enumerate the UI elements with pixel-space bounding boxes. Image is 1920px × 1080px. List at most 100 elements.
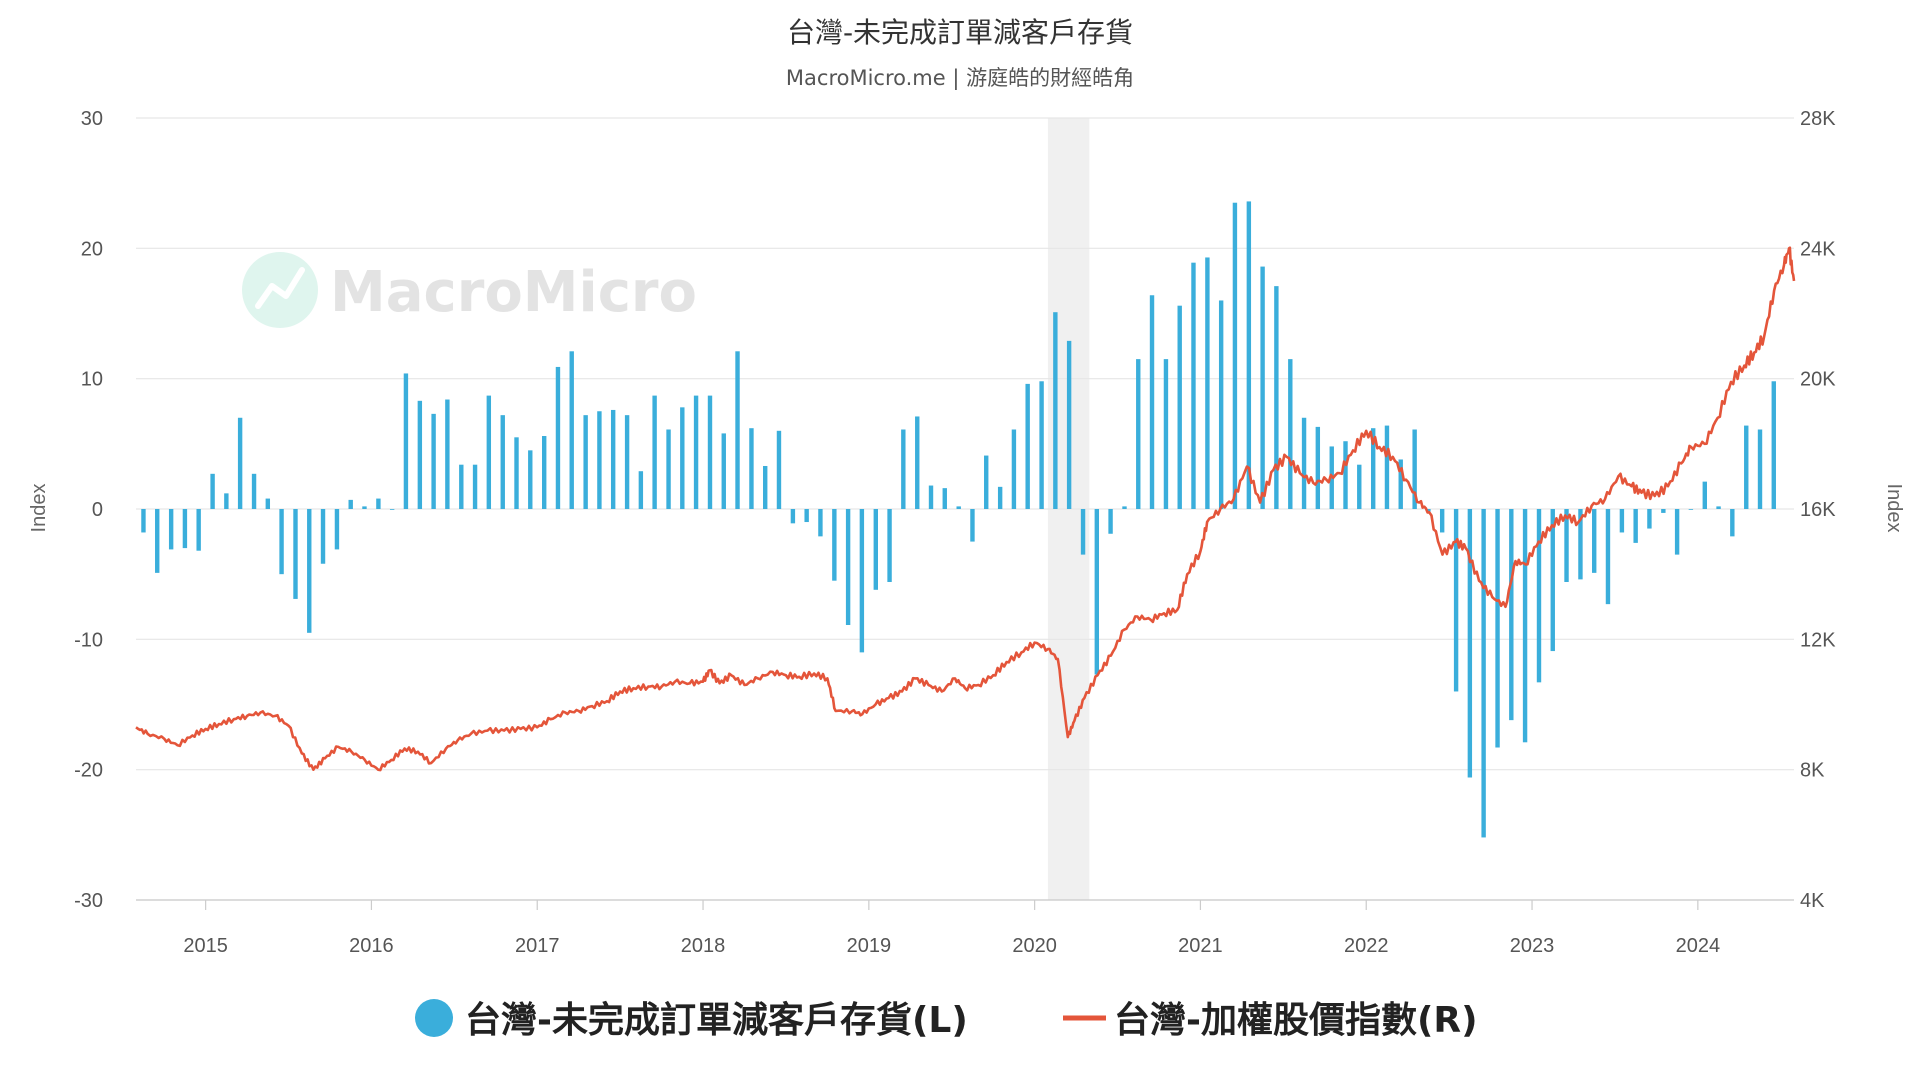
- bar[interactable]: [1163, 359, 1169, 509]
- bar[interactable]: [707, 395, 713, 509]
- bar[interactable]: [956, 506, 961, 509]
- bar[interactable]: [1108, 509, 1113, 534]
- bar[interactable]: [555, 366, 561, 509]
- bar[interactable]: [1246, 201, 1252, 509]
- bar[interactable]: [1771, 381, 1776, 509]
- bar[interactable]: [1730, 509, 1735, 537]
- bar[interactable]: [859, 509, 865, 653]
- bar[interactable]: [638, 471, 644, 509]
- bar[interactable]: [210, 473, 215, 509]
- bar[interactable]: [901, 429, 906, 509]
- bar[interactable]: [928, 485, 934, 509]
- bar[interactable]: [776, 430, 782, 509]
- bar[interactable]: [1343, 441, 1348, 509]
- bar[interactable]: [293, 509, 298, 599]
- bar[interactable]: [735, 351, 740, 509]
- bar[interactable]: [1122, 506, 1127, 509]
- bar[interactable]: [1315, 426, 1321, 509]
- bar[interactable]: [1357, 464, 1362, 509]
- bar[interactable]: [1260, 266, 1265, 509]
- bar[interactable]: [1136, 359, 1141, 509]
- bar[interactable]: [486, 395, 492, 509]
- bar[interactable]: [1495, 509, 1500, 748]
- bar[interactable]: [1467, 509, 1473, 778]
- bar[interactable]: [1011, 429, 1017, 509]
- bar[interactable]: [417, 400, 423, 509]
- bar[interactable]: [569, 351, 574, 509]
- bar[interactable]: [1744, 425, 1749, 509]
- bar[interactable]: [403, 373, 409, 509]
- bar[interactable]: [1094, 509, 1100, 675]
- bar[interactable]: [970, 509, 975, 542]
- bar[interactable]: [1647, 509, 1652, 529]
- bar[interactable]: [348, 499, 353, 509]
- bar[interactable]: [307, 509, 312, 633]
- bar[interactable]: [1509, 509, 1514, 721]
- bar[interactable]: [334, 509, 340, 550]
- bar[interactable]: [431, 413, 436, 509]
- bar[interactable]: [693, 395, 699, 509]
- bar[interactable]: [1633, 509, 1638, 543]
- bar[interactable]: [1205, 257, 1210, 509]
- bar[interactable]: [984, 455, 989, 509]
- bar[interactable]: [472, 464, 478, 509]
- bar[interactable]: [1439, 509, 1445, 533]
- legend-bars-marker[interactable]: [415, 999, 453, 1037]
- bar[interactable]: [1370, 428, 1376, 509]
- bar[interactable]: [1412, 429, 1417, 509]
- bar[interactable]: [1578, 509, 1583, 580]
- bar[interactable]: [237, 417, 243, 509]
- bar[interactable]: [763, 465, 768, 509]
- bar[interactable]: [1522, 509, 1528, 743]
- bar[interactable]: [818, 509, 823, 537]
- bar[interactable]: [666, 429, 671, 509]
- bar[interactable]: [1688, 509, 1694, 510]
- bar[interactable]: [1053, 312, 1058, 509]
- bar[interactable]: [804, 509, 809, 523]
- bar[interactable]: [1384, 425, 1390, 509]
- bar[interactable]: [155, 509, 160, 573]
- bar[interactable]: [583, 415, 588, 509]
- bar[interactable]: [1191, 262, 1196, 509]
- bar[interactable]: [500, 415, 505, 509]
- bar[interactable]: [680, 407, 685, 509]
- bar[interactable]: [832, 509, 837, 581]
- bar[interactable]: [141, 509, 146, 533]
- bar[interactable]: [182, 509, 188, 549]
- bar[interactable]: [997, 486, 1003, 509]
- bar[interactable]: [389, 509, 395, 510]
- bar[interactable]: [624, 415, 630, 509]
- bar[interactable]: [541, 436, 547, 509]
- bar[interactable]: [1066, 340, 1072, 509]
- bar[interactable]: [749, 428, 754, 509]
- bar[interactable]: [942, 488, 947, 509]
- bar[interactable]: [459, 464, 464, 509]
- bar[interactable]: [320, 509, 326, 564]
- bar[interactable]: [1453, 509, 1459, 692]
- bar[interactable]: [1149, 295, 1155, 509]
- bar[interactable]: [887, 509, 892, 582]
- legend-bars-label[interactable]: 台灣-未完成訂單減客戶存貨(L): [465, 1000, 968, 1041]
- bar[interactable]: [1288, 359, 1293, 509]
- bar[interactable]: [652, 395, 657, 509]
- bar[interactable]: [1426, 509, 1431, 512]
- bar[interactable]: [1605, 509, 1611, 605]
- bar[interactable]: [1398, 459, 1403, 509]
- bar[interactable]: [1218, 300, 1224, 509]
- bar[interactable]: [196, 509, 201, 551]
- bar[interactable]: [514, 437, 519, 509]
- bar[interactable]: [1536, 509, 1542, 683]
- bar[interactable]: [1564, 509, 1569, 582]
- bar[interactable]: [1661, 509, 1666, 513]
- bar[interactable]: [1674, 509, 1680, 555]
- bar[interactable]: [790, 509, 796, 524]
- bar[interactable]: [224, 493, 229, 509]
- bar[interactable]: [1080, 509, 1086, 555]
- bar[interactable]: [1481, 509, 1486, 838]
- bar[interactable]: [1702, 481, 1707, 509]
- bar[interactable]: [445, 399, 450, 509]
- bar[interactable]: [376, 498, 381, 509]
- bar[interactable]: [1301, 417, 1307, 509]
- bar[interactable]: [915, 416, 920, 509]
- bar[interactable]: [1274, 286, 1279, 509]
